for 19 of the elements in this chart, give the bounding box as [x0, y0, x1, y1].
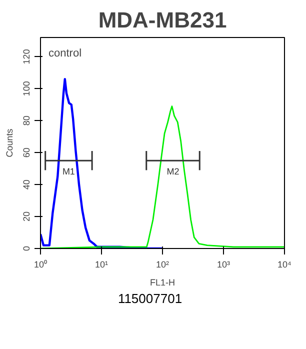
y-tick-label: 40: [22, 180, 32, 190]
y-tick-label: 100: [22, 81, 32, 96]
y-axis-title: Counts: [4, 128, 14, 158]
series-label: M2: [166, 166, 180, 177]
y-tick-label: 20: [22, 212, 32, 222]
x-tick-label: 10⁰: [34, 260, 48, 270]
x-tick-label: 10⁴: [278, 260, 292, 270]
series-label: M1: [62, 166, 75, 177]
annotation: control: [48, 48, 82, 60]
y-tick-label: 60: [22, 148, 32, 158]
text: 115007701: [118, 290, 182, 308]
x-tick-label: 10³: [216, 260, 230, 270]
chart-title: MDA-MB231: [98, 8, 227, 32]
y-tick-label: 80: [22, 116, 32, 126]
y-tick-label: 120: [22, 49, 32, 64]
x-axis-title: FL1-H: [150, 278, 176, 288]
y-tick-label: 0: [22, 246, 32, 252]
x-tick-label: 10¹: [94, 260, 108, 270]
x-tick-label: 10²: [156, 260, 170, 270]
